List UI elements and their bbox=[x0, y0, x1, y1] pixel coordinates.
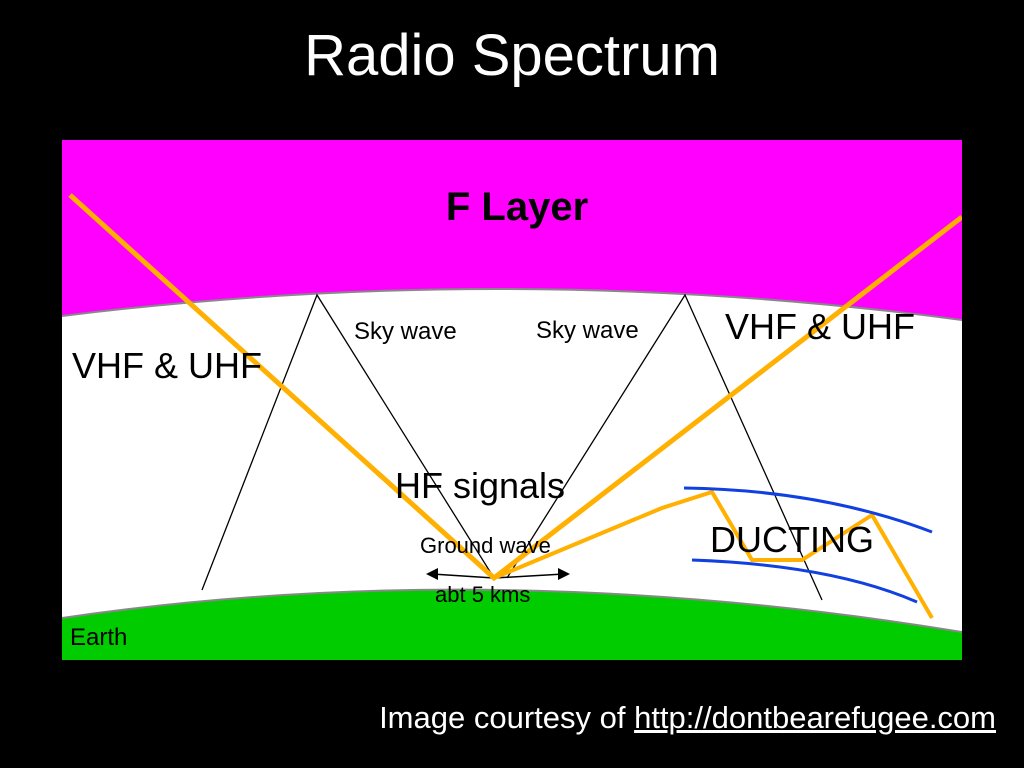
radio-propagation-diagram: F Layer VHF & UHF VHF & UHF Sky wave Sky… bbox=[62, 140, 962, 660]
image-credit-caption: Image courtesy of http://dontbearefugee.… bbox=[379, 700, 996, 736]
ducting-ray bbox=[493, 489, 934, 620]
duct-upper-boundary bbox=[683, 486, 933, 534]
slide-title: Radio Spectrum bbox=[304, 23, 720, 88]
hf-signals-label: HF signals bbox=[395, 465, 565, 506]
duct-lower-boundary bbox=[691, 558, 918, 604]
earth-label: Earth bbox=[70, 624, 127, 651]
earth-region bbox=[62, 589, 962, 660]
sky-wave-left-path bbox=[201, 293, 495, 591]
ground-wave-left-arrowhead bbox=[426, 568, 438, 580]
ground-wave-label: Ground wave bbox=[420, 533, 551, 558]
sky-wave-left-label: Sky wave bbox=[354, 318, 457, 345]
atmosphere-region bbox=[62, 288, 962, 660]
source-link[interactable]: http://dontbearefugee.com bbox=[634, 700, 996, 735]
caption-prefix: Image courtesy of bbox=[379, 700, 635, 735]
ground-wave-right-arrowhead bbox=[558, 568, 570, 580]
vhf-uhf-left-label: VHF & UHF bbox=[72, 345, 262, 386]
ground-wave-right-arrow bbox=[493, 573, 565, 579]
ducting-label: DUCTING bbox=[710, 519, 874, 560]
earth-surface bbox=[62, 588, 962, 633]
vhf-uhf-right-label: VHF & UHF bbox=[725, 306, 915, 347]
f-layer-label: F Layer bbox=[446, 185, 588, 229]
sky-wave-right-path bbox=[506, 293, 823, 601]
distance-label: abt 5 kms bbox=[435, 582, 530, 607]
sky-wave-right-label: Sky wave bbox=[536, 317, 639, 344]
ground-wave-left-arrow bbox=[431, 573, 495, 579]
f-layer-boundary bbox=[62, 287, 962, 321]
diagram-canvas: F Layer VHF & UHF VHF & UHF Sky wave Sky… bbox=[62, 140, 962, 660]
